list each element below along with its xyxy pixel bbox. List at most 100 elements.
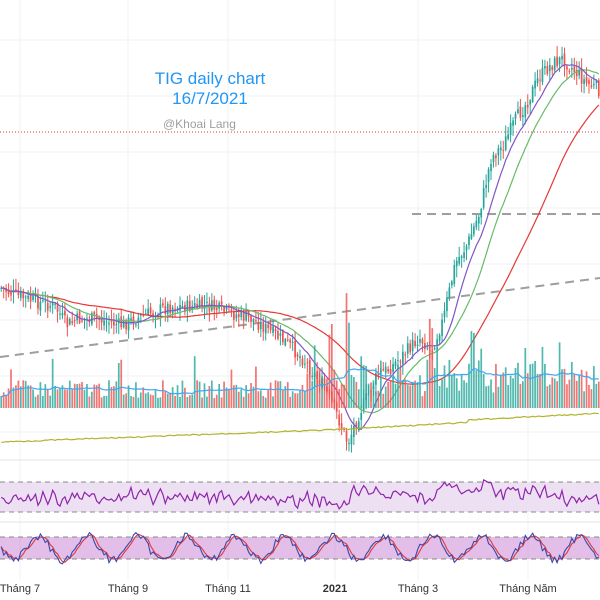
candle-body: [240, 310, 243, 318]
volume-bar: [379, 360, 382, 408]
candle-body: [24, 296, 27, 298]
candle-body: [573, 66, 576, 73]
candle-body: [213, 299, 216, 310]
candle-body: [32, 295, 34, 301]
volume-bar: [558, 342, 561, 408]
volume-bar: [42, 396, 44, 408]
volume-bar: [328, 334, 331, 408]
candle-body: [68, 319, 71, 325]
candle-body: [186, 300, 189, 312]
volume-bar: [235, 384, 238, 408]
volume-bar: [34, 396, 37, 408]
volume-bar: [240, 389, 243, 408]
candle-body: [127, 317, 130, 331]
volume-bar: [284, 386, 287, 408]
volume-bar: [17, 380, 20, 408]
volume-bar: [71, 389, 74, 408]
volume-bar: [191, 394, 194, 408]
candle-body: [100, 319, 103, 323]
x-tick-label: Tháng 9: [108, 583, 148, 595]
volume-bar: [578, 374, 581, 408]
candle-body: [122, 319, 125, 328]
candle-body: [419, 339, 421, 343]
volume-bar: [144, 393, 147, 408]
candle-body: [7, 289, 10, 295]
candle-body: [269, 325, 272, 331]
volume-bar: [340, 384, 343, 408]
candle-body: [56, 303, 59, 312]
candle-body: [39, 301, 42, 311]
candle-body: [487, 169, 490, 183]
volume-bar: [524, 348, 527, 408]
candle-body: [541, 67, 544, 82]
volume-bar: [264, 397, 267, 408]
volume-bar: [59, 387, 61, 408]
volume-bar: [46, 389, 49, 408]
volume-bar: [536, 374, 539, 408]
volume-bar: [296, 393, 299, 408]
x-tick-label: Tháng 11: [205, 583, 251, 595]
volume-bar: [580, 369, 583, 408]
volume-bar: [490, 379, 492, 408]
volume-bar: [404, 379, 407, 408]
candle-body: [453, 265, 456, 285]
volume-bar: [269, 382, 272, 408]
volume-bar: [159, 397, 162, 408]
volume-bar: [519, 383, 522, 408]
candle-body: [144, 313, 147, 315]
candle-body: [578, 70, 581, 76]
volume-bar: [426, 359, 429, 408]
volume-bar: [357, 389, 360, 408]
volume-bar: [529, 364, 532, 408]
candle-body: [37, 294, 39, 309]
candle-body: [17, 290, 20, 295]
volume-bar: [588, 384, 590, 408]
volume-bar: [323, 387, 326, 408]
volume-bar: [162, 380, 164, 408]
candle-body: [284, 339, 287, 346]
volume-bar: [294, 393, 296, 408]
candle-body: [558, 57, 561, 65]
volume-bar: [546, 386, 549, 408]
volume-bar: [272, 396, 274, 408]
volume-bar: [171, 387, 174, 408]
volume-bar: [326, 378, 328, 408]
candle-body: [404, 354, 407, 356]
volume-bar: [382, 393, 385, 408]
candle-body: [416, 344, 419, 347]
candle-body: [179, 304, 181, 311]
volume-bar: [95, 385, 98, 408]
candle-body: [308, 359, 311, 374]
candle-body: [10, 291, 12, 296]
volume-bar: [316, 374, 318, 408]
candle-body: [495, 155, 497, 159]
volume-bar: [394, 383, 397, 408]
candle-body: [507, 134, 510, 139]
x-tick-label: Tháng Năm: [499, 583, 556, 595]
candle-body: [225, 306, 228, 310]
candle-body: [389, 369, 392, 375]
candle-body: [220, 301, 223, 305]
volume-bar: [210, 380, 213, 408]
candle-body: [257, 322, 260, 330]
volume-bar: [267, 390, 270, 408]
volume-bar: [473, 332, 475, 408]
volume-bar: [81, 382, 83, 408]
volume-bar: [343, 384, 345, 408]
volume-bar: [512, 378, 514, 408]
candle-body: [539, 79, 541, 81]
volume-bar: [139, 392, 142, 408]
volume-bar: [465, 382, 468, 408]
candle-body: [570, 68, 573, 70]
volume-bar: [188, 395, 191, 408]
volume-bar: [262, 395, 265, 408]
candle-body: [311, 375, 314, 377]
candle-body: [470, 234, 473, 239]
volume-bar: [19, 386, 22, 408]
volume-bar: [443, 365, 446, 408]
volume-bar: [242, 396, 245, 408]
candle-body: [277, 330, 279, 339]
volume-bar: [259, 390, 262, 408]
volume-bar: [22, 380, 25, 408]
volume-bar: [387, 381, 390, 408]
